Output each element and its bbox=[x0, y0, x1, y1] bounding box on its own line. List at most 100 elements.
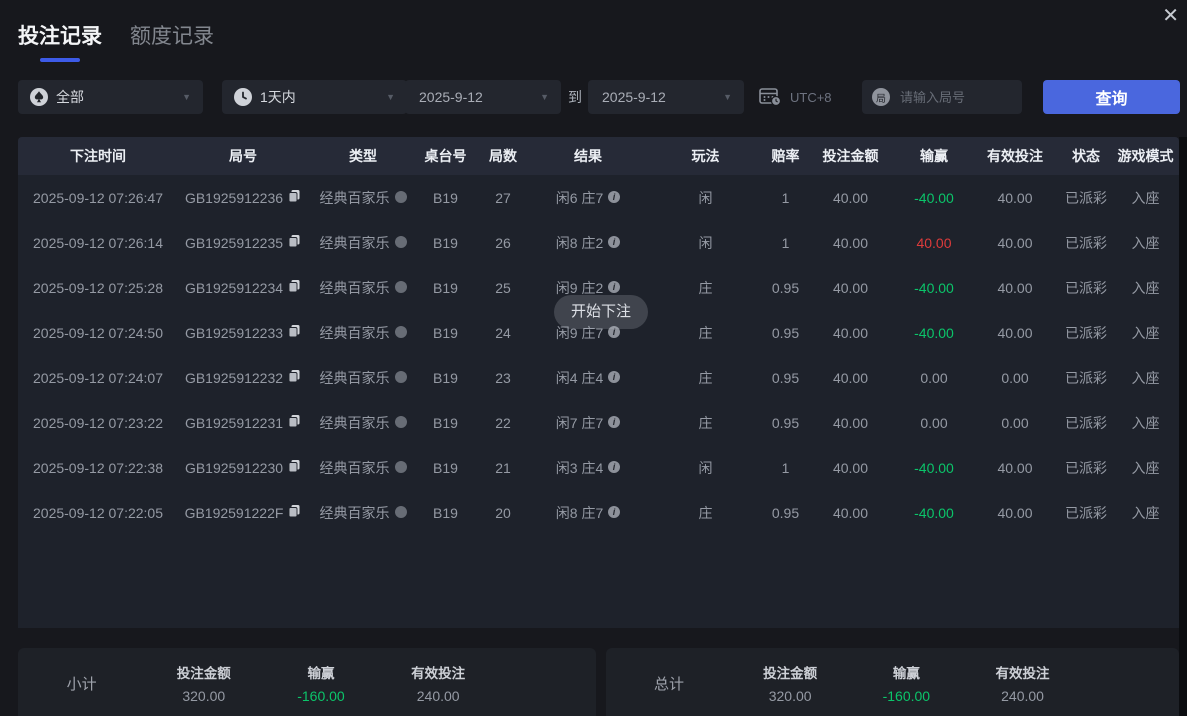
cell-status: 已派彩 bbox=[1060, 278, 1112, 298]
search-button[interactable]: 查询 bbox=[1043, 80, 1180, 114]
copy-icon[interactable] bbox=[288, 504, 301, 521]
cell-play: 庄 bbox=[643, 278, 768, 298]
info-icon[interactable]: i bbox=[608, 370, 621, 386]
summary-column-value: 320.00 bbox=[768, 688, 812, 704]
calendar-clock-icon bbox=[758, 85, 782, 110]
copy-icon[interactable] bbox=[288, 459, 301, 476]
cell-odds: 1 bbox=[768, 235, 803, 251]
date-to-picker[interactable]: 2025-9-12 ▼ bbox=[588, 80, 744, 114]
copy-icon[interactable] bbox=[288, 414, 301, 431]
cell-result: 闲4 庄4 i bbox=[533, 368, 643, 388]
cell-table-no-text: B19 bbox=[433, 414, 458, 431]
replay-icon[interactable] bbox=[394, 280, 407, 296]
summary-column: 有效投注 240.00 bbox=[380, 662, 497, 714]
cell-round-id: GB1925912235 bbox=[178, 234, 308, 251]
replay-icon[interactable] bbox=[394, 325, 407, 341]
copy-icon[interactable] bbox=[288, 369, 301, 386]
active-tab-underline bbox=[40, 58, 80, 62]
cell-status-text: 已派彩 bbox=[1065, 414, 1107, 431]
summary-column-label: 输赢 bbox=[892, 666, 920, 681]
cell-bet-time-text: 2025-09-12 07:22:38 bbox=[33, 459, 163, 476]
cell-game-mode-text: 入座 bbox=[1131, 459, 1160, 476]
cell-round-count-text: 24 bbox=[495, 324, 511, 341]
column-header-play: 玩法 bbox=[691, 148, 720, 164]
info-icon[interactable]: i bbox=[608, 235, 621, 251]
cell-game-type: 经典百家乐 bbox=[308, 233, 418, 253]
cell-round-count-text: 26 bbox=[495, 234, 511, 251]
replay-icon[interactable] bbox=[394, 460, 407, 476]
round-id-input[interactable] bbox=[898, 88, 1002, 106]
cell-valid-bet-text: 40.00 bbox=[997, 459, 1033, 476]
cell-result: 闲8 庄2 i bbox=[533, 233, 643, 253]
summary-column-value: -160.00 bbox=[297, 688, 345, 704]
cell-bet-amount-text: 40.00 bbox=[832, 504, 869, 521]
cell-result: 闲3 庄4 i bbox=[533, 458, 643, 478]
close-icon[interactable]: ✕ bbox=[1162, 5, 1179, 27]
round-id-search-field[interactable]: 局 bbox=[862, 80, 1022, 114]
cell-result-text: 闲7 庄7 bbox=[555, 414, 604, 431]
cell-win-loss: -40.00 bbox=[898, 325, 970, 341]
cell-bet-time: 2025-09-12 07:26:47 bbox=[18, 190, 178, 206]
cell-game-mode: 入座 bbox=[1112, 503, 1179, 523]
bet-records-table: 下注时间 局号 类型 桌台号 局数 结果 玩法 赔率 投注金额 输赢 有效投注 状态 游戏模式 2025… bbox=[18, 137, 1179, 628]
summary-column-value: 240.00 bbox=[1001, 688, 1044, 704]
tab-quota-records-label: 额度记录 bbox=[130, 25, 214, 48]
cell-game-mode-text: 入座 bbox=[1131, 189, 1160, 206]
tab-bet-records[interactable]: 投注记录 bbox=[18, 20, 102, 62]
vertical-scrollbar[interactable] bbox=[1179, 137, 1187, 716]
cell-table-no-text: B19 bbox=[433, 279, 458, 296]
tab-bet-records-label: 投注记录 bbox=[18, 25, 102, 48]
column-header-win-loss: 输赢 bbox=[920, 148, 948, 164]
cell-play-text: 闲 bbox=[698, 459, 713, 476]
cell-status-text: 已派彩 bbox=[1065, 324, 1107, 341]
cell-play: 庄 bbox=[643, 368, 768, 388]
cell-game-mode: 入座 bbox=[1112, 188, 1179, 208]
cell-status-text: 已派彩 bbox=[1065, 369, 1107, 386]
cell-result: 闲7 庄7 i bbox=[533, 413, 643, 433]
copy-icon[interactable] bbox=[288, 189, 301, 206]
cell-bet-time-text: 2025-09-12 07:23:22 bbox=[33, 414, 163, 431]
time-range-dropdown[interactable]: 1天内 ▼ bbox=[222, 80, 407, 114]
cell-bet-amount: 40.00 bbox=[803, 460, 898, 476]
cell-game-type: 经典百家乐 bbox=[308, 413, 418, 433]
tab-bar: 投注记录 额度记录 bbox=[18, 20, 214, 62]
cell-game-type: 经典百家乐 bbox=[308, 188, 418, 208]
info-icon[interactable]: i bbox=[608, 325, 621, 341]
cell-round-id: GB1925912232 bbox=[178, 369, 308, 386]
clock-icon bbox=[234, 88, 252, 106]
replay-icon[interactable] bbox=[394, 415, 407, 431]
date-from-picker[interactable]: 2025-9-12 ▼ bbox=[405, 80, 561, 114]
cell-bet-time-text: 2025-09-12 07:26:47 bbox=[33, 189, 163, 206]
info-icon[interactable]: i bbox=[608, 280, 621, 296]
replay-icon[interactable] bbox=[394, 190, 407, 206]
replay-icon[interactable] bbox=[394, 370, 407, 386]
info-icon[interactable]: i bbox=[608, 190, 621, 206]
replay-icon[interactable] bbox=[394, 505, 407, 521]
info-icon[interactable]: i bbox=[608, 505, 621, 521]
copy-icon[interactable] bbox=[288, 279, 301, 296]
cell-result: 闲9 庄7 i bbox=[533, 323, 643, 343]
copy-icon[interactable] bbox=[288, 324, 301, 341]
cell-round-count: 21 bbox=[473, 460, 533, 476]
cell-round-count-text: 23 bbox=[495, 369, 511, 386]
column-header-result: 结果 bbox=[574, 148, 602, 164]
cell-result-text: 闲9 庄2 bbox=[555, 279, 604, 296]
info-icon[interactable]: i bbox=[608, 460, 621, 476]
cell-table-no: B19 bbox=[418, 505, 473, 521]
cell-status: 已派彩 bbox=[1060, 323, 1112, 343]
cell-table-no-text: B19 bbox=[433, 504, 458, 521]
cell-bet-time: 2025-09-12 07:26:14 bbox=[18, 235, 178, 251]
tab-quota-records[interactable]: 额度记录 bbox=[130, 20, 214, 62]
column-header-round-id: 局号 bbox=[229, 148, 257, 164]
cell-table-no-text: B19 bbox=[433, 459, 458, 476]
cell-game-type-text: 经典百家乐 bbox=[319, 234, 390, 251]
copy-icon[interactable] bbox=[288, 234, 301, 251]
cell-round-count-text: 20 bbox=[495, 504, 511, 521]
replay-icon[interactable] bbox=[394, 235, 407, 251]
info-icon[interactable]: i bbox=[608, 415, 621, 431]
cell-play-text: 闲 bbox=[698, 234, 713, 251]
summary-column: 输赢 -160.00 bbox=[848, 662, 964, 714]
table-row: 2025-09-12 07:24:07 GB1925912232 经典百家乐 B19 2… bbox=[18, 355, 1179, 400]
chevron-down-icon: ▼ bbox=[386, 92, 395, 102]
game-type-dropdown[interactable]: 全部 ▼ bbox=[18, 80, 203, 114]
